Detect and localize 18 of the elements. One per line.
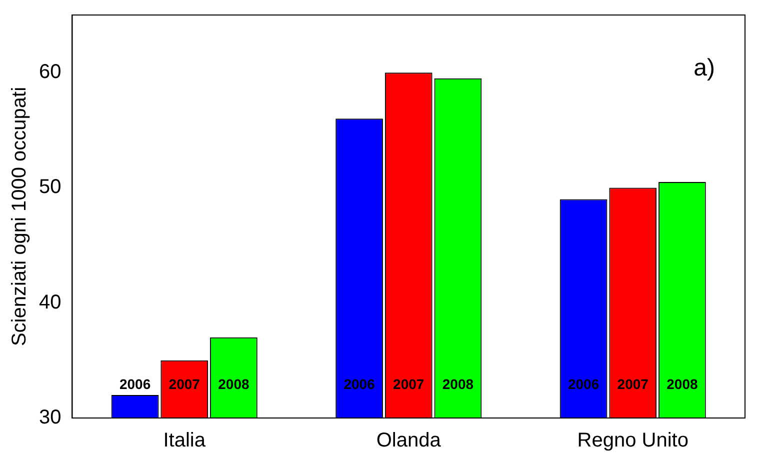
x-tick-label: Regno Unito	[577, 430, 688, 452]
series-label: 2006	[119, 376, 151, 392]
y-tick-label: 60	[38, 61, 62, 84]
series-label: 2008	[442, 376, 474, 392]
text: 2007	[393, 376, 424, 392]
x-tick-label: Italia	[163, 430, 206, 452]
series-label: 2007	[617, 376, 649, 392]
x-tick-label: Olanda	[376, 430, 442, 452]
annotation: a)	[694, 54, 715, 82]
text: 2008	[218, 376, 250, 392]
y-tick-label: 40	[38, 291, 62, 314]
text: 2007	[168, 376, 200, 392]
y-axis-title: Scienziati ogni 1000 occupati	[8, 86, 31, 346]
text: 2006	[568, 376, 600, 392]
text: 2006	[344, 376, 375, 392]
text: 2008	[666, 376, 698, 392]
y-tick-label: 30	[38, 406, 62, 429]
y-tick-label: 50	[38, 176, 62, 198]
